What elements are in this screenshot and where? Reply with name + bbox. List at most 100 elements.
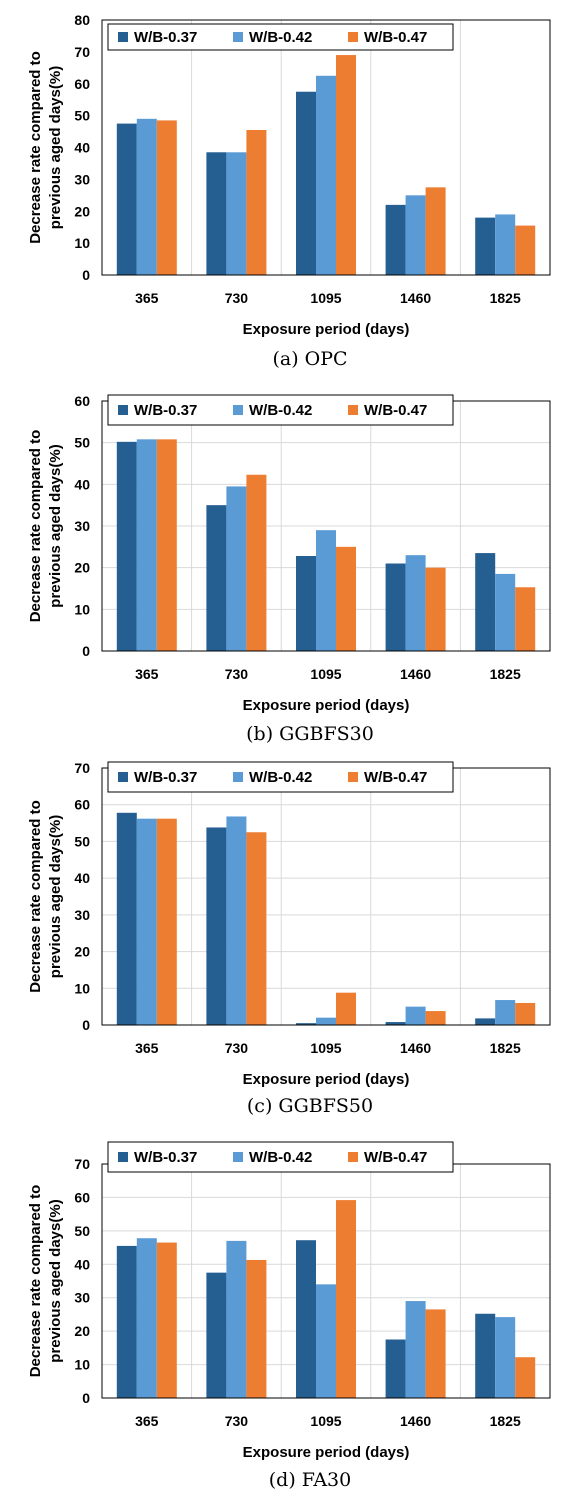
bar-w-b-0-47-1460 [425,187,446,275]
y-tick-label: 60 [74,1189,90,1205]
bar-w-b-0-47-365 [156,120,177,275]
bar-w-b-0-42-1825 [495,1317,516,1398]
legend-swatch [348,405,358,415]
bar-w-b-0-37-1825 [475,217,496,275]
legend-swatch [348,1152,358,1162]
legend-swatch [118,1152,128,1162]
y-axis-title-line: previous aged days(%) [47,444,64,607]
bar-w-b-0-42-1460 [405,555,426,651]
bar-w-b-0-42-730 [226,816,247,1025]
y-tick-label: 10 [74,980,90,996]
x-axis-title: Exposure period (days) [243,321,410,338]
bar-w-b-0-47-1825 [515,1357,536,1398]
x-tick-label: 730 [225,1040,249,1056]
y-tick-label: 30 [74,1290,90,1306]
y-axis-title: Decrease rate compared to previous aged d… [27,430,64,623]
y-tick-label: 50 [74,833,90,849]
x-axis-title: Exposure period (days) [243,697,410,714]
bar-w-b-0-47-365 [156,1242,177,1398]
legend-swatch [233,32,243,42]
y-tick-label: 70 [74,760,90,776]
y-tick-label: 40 [74,870,90,886]
bar-w-b-0-37-730 [206,505,227,651]
y-tick-label: 0 [82,643,90,659]
bar-w-b-0-37-730 [206,152,227,275]
legend-swatch [233,405,243,415]
bar-w-b-0-47-365 [156,818,177,1025]
y-axis-title-line: previous aged days(%) [47,1199,64,1362]
bar-w-b-0-42-1095 [316,530,336,651]
y-tick-label: 70 [74,44,90,60]
y-axis-title: Decrease rate compared to previous aged d… [27,51,64,244]
y-axis-title-line: Decrease rate compared to [27,51,44,244]
bar-w-b-0-42-730 [226,486,247,651]
bar-w-b-0-42-1825 [495,1000,516,1025]
y-tick-label: 50 [74,108,90,124]
bar-w-b-0-47-1095 [336,546,356,651]
bar-w-b-0-42-1095 [316,1017,336,1025]
legend-swatch [118,32,128,42]
bar-w-b-0-42-365 [136,1238,157,1398]
bar-w-b-0-42-1095 [316,1284,336,1398]
y-tick-label: 30 [74,171,90,187]
bar-w-b-0-37-1825 [475,1313,496,1398]
x-tick-label: 1460 [400,1413,431,1429]
y-tick-label: 20 [74,944,90,960]
bar-w-b-0-37-1095 [296,556,316,651]
x-tick-label: 1825 [490,666,521,682]
y-tick-label: 10 [74,601,90,617]
y-axis-title-line: Decrease rate compared to [27,430,44,623]
legend-label: W/B-0.37 [134,402,197,419]
bar-w-b-0-47-730 [246,474,267,651]
y-tick-label: 70 [74,1156,90,1172]
chart-panel-2: 0 10 20 30 40 50 60 365 730 1095 1460 1825 Exposure … [27,393,551,745]
y-tick-label: 0 [82,1017,90,1033]
x-tick-label: 365 [135,1040,159,1056]
x-tick-label: 365 [135,1413,159,1429]
bar-w-b-0-47-1825 [515,225,536,275]
legend: W/B-0.37 W/B-0.42 W/B-0.47 [107,1141,454,1173]
x-tick-label: 1460 [400,1040,431,1056]
y-tick-label: 80 [74,12,90,28]
legend-label: W/B-0.47 [364,769,427,786]
bar-w-b-0-42-1460 [405,1301,426,1398]
bar-w-b-0-37-365 [116,812,137,1025]
legend-box [107,1141,454,1173]
x-tick-label: 1095 [310,1413,341,1429]
bar-w-b-0-42-365 [136,118,157,275]
legend-label: W/B-0.42 [249,1149,312,1166]
chart-panel-1: 0 10 20 30 40 50 60 70 80 365 730 1095 1460 1825 Expos… [27,12,551,370]
bar-w-b-0-37-1095 [296,1240,316,1398]
legend-label: W/B-0.47 [364,402,427,419]
legend-label: W/B-0.37 [134,1149,197,1166]
bar-w-b-0-47-1460 [425,1011,446,1025]
bar-w-b-0-47-730 [246,129,267,275]
panel-caption: (c) GGBFS50 [247,1095,373,1117]
legend: W/B-0.37 W/B-0.42 W/B-0.47 [107,761,454,793]
bar-w-b-0-42-1825 [495,214,516,275]
bar-w-b-0-42-365 [136,818,157,1025]
bar-w-b-0-47-730 [246,832,267,1025]
y-axis-title-line: previous aged days(%) [47,815,64,978]
legend-swatch [348,772,358,782]
legend-box [107,23,454,51]
legend-swatch [118,772,128,782]
y-tick-label: 60 [74,76,90,92]
legend-box [107,761,454,793]
y-tick-label: 10 [74,235,90,251]
legend-swatch [118,405,128,415]
x-tick-label: 1095 [310,290,341,306]
x-tick-label: 1460 [400,666,431,682]
bar-w-b-0-42-365 [136,439,157,651]
bar-w-b-0-37-730 [206,827,227,1025]
bar-w-b-0-47-365 [156,439,177,651]
bar-w-b-0-37-1095 [296,91,316,275]
bar-w-b-0-47-1095 [336,992,356,1025]
legend: W/B-0.37 W/B-0.42 W/B-0.47 [107,394,454,426]
bar-w-b-0-47-1460 [425,567,446,651]
y-tick-label: 60 [74,393,90,409]
bar-w-b-0-37-730 [206,1272,227,1398]
bar-w-b-0-37-365 [116,123,137,275]
bar-w-b-0-37-1460 [385,1022,406,1025]
chart-panel-3: 0 10 20 30 40 50 60 70 365 730 1095 1460 1825 Exposur… [27,760,551,1117]
